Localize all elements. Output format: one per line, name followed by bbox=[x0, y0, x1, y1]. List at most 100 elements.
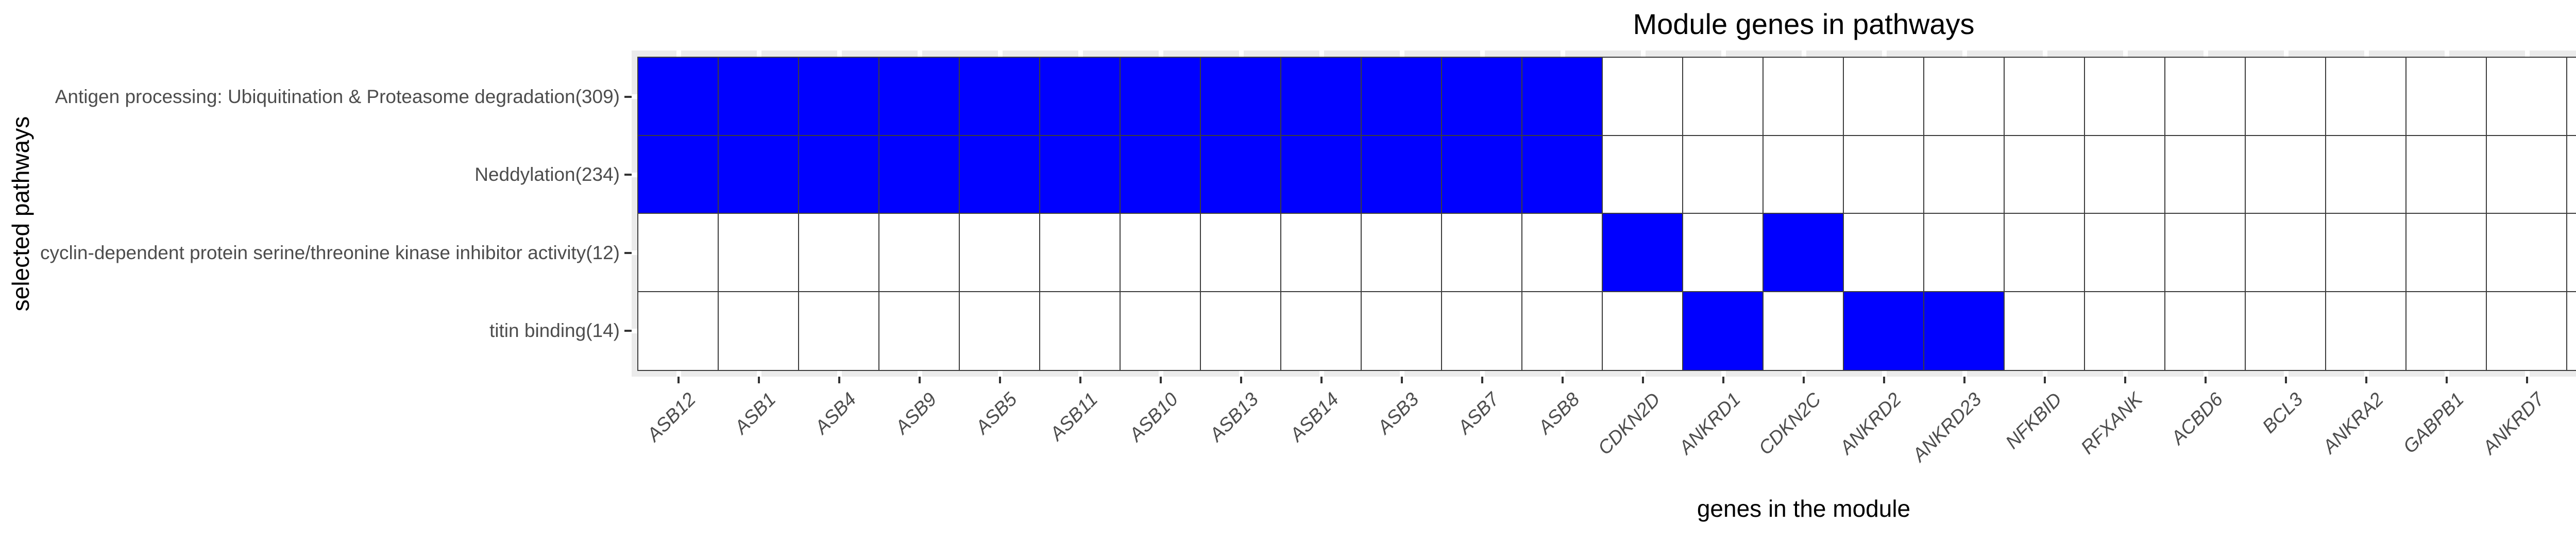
tile bbox=[2567, 214, 2576, 292]
tile bbox=[960, 136, 1040, 214]
tile bbox=[1442, 58, 1522, 136]
x-tick-label: ASB11 bbox=[1045, 388, 1101, 445]
chart-title: Module genes in pathways bbox=[1633, 8, 1975, 40]
tile bbox=[1844, 214, 1924, 292]
tile bbox=[2165, 292, 2246, 370]
tile bbox=[2406, 292, 2487, 370]
x-tick-mark bbox=[919, 377, 921, 383]
x-tick-label: ASB13 bbox=[1205, 388, 1262, 446]
x-tick-label: ASB12 bbox=[642, 388, 700, 446]
tile bbox=[638, 214, 719, 292]
tile bbox=[2487, 292, 2567, 370]
x-tick-mark bbox=[1481, 377, 1483, 383]
x-tick-mark bbox=[1722, 377, 1724, 383]
tile bbox=[719, 58, 799, 136]
tile bbox=[1201, 292, 1281, 370]
y-tick-label: cyclin-dependent protein serine/threonin… bbox=[40, 242, 620, 263]
tile bbox=[1121, 58, 1201, 136]
y-tick-mark bbox=[624, 174, 632, 176]
tile bbox=[1522, 214, 1603, 292]
tile bbox=[1442, 292, 1522, 370]
tile bbox=[2567, 136, 2576, 214]
x-tick-mark bbox=[2205, 377, 2207, 383]
tile bbox=[2326, 214, 2406, 292]
tile bbox=[879, 292, 960, 370]
x-tick-mark bbox=[2526, 377, 2528, 383]
tile bbox=[1281, 58, 1362, 136]
tile bbox=[2326, 292, 2406, 370]
tile bbox=[879, 136, 960, 214]
x-tick-label: GABPB1 bbox=[2399, 388, 2468, 458]
tile bbox=[1844, 58, 1924, 136]
tile bbox=[2005, 214, 2085, 292]
tile bbox=[1683, 136, 1764, 214]
tile bbox=[1844, 292, 1924, 370]
x-tick-mark bbox=[1562, 377, 1564, 383]
tile bbox=[2246, 136, 2326, 214]
tile bbox=[1764, 136, 1844, 214]
tile bbox=[1924, 58, 2005, 136]
tile bbox=[2165, 214, 2246, 292]
tile bbox=[2567, 292, 2576, 370]
x-tick-label: ANKRD2 bbox=[1835, 388, 1905, 459]
tile bbox=[2406, 214, 2487, 292]
tile bbox=[1201, 214, 1281, 292]
x-tick-mark bbox=[1160, 377, 1162, 383]
tile bbox=[1924, 136, 2005, 214]
tile bbox=[2567, 58, 2576, 136]
tile bbox=[1362, 58, 1442, 136]
x-tick-label: ASB1 bbox=[731, 388, 780, 438]
tile bbox=[2165, 58, 2246, 136]
tile bbox=[2005, 136, 2085, 214]
tile bbox=[799, 136, 879, 214]
tile bbox=[2085, 136, 2165, 214]
tile bbox=[2326, 136, 2406, 214]
tile bbox=[1281, 214, 1362, 292]
tile bbox=[2487, 58, 2567, 136]
tile bbox=[1683, 292, 1764, 370]
tile bbox=[799, 58, 879, 136]
tile bbox=[1764, 292, 1844, 370]
tile bbox=[2085, 292, 2165, 370]
tile bbox=[1362, 292, 1442, 370]
tile bbox=[1522, 136, 1603, 214]
tile bbox=[1603, 292, 1683, 370]
x-tick-mark bbox=[838, 377, 840, 383]
y-axis-title: selected pathways bbox=[7, 116, 34, 312]
x-tick-mark bbox=[999, 377, 1001, 383]
x-tick-mark bbox=[758, 377, 760, 383]
tile bbox=[879, 214, 960, 292]
tile bbox=[1281, 292, 1362, 370]
tile bbox=[1281, 136, 1362, 214]
tile bbox=[1121, 136, 1201, 214]
x-tick-label: ANKRA2 bbox=[2318, 388, 2387, 458]
x-tick-label: ASB14 bbox=[1285, 388, 1343, 446]
tile bbox=[1603, 136, 1683, 214]
x-tick-label: ASB5 bbox=[972, 388, 1021, 438]
x-tick-mark bbox=[1240, 377, 1242, 383]
x-tick-mark bbox=[2124, 377, 2126, 383]
tile bbox=[1924, 214, 2005, 292]
tile bbox=[1764, 58, 1844, 136]
x-tick-mark bbox=[2044, 377, 2046, 383]
tile bbox=[1924, 292, 2005, 370]
y-tick-label: Neddylation(234) bbox=[474, 164, 620, 185]
tile bbox=[719, 214, 799, 292]
x-tick-mark bbox=[2365, 377, 2367, 383]
tile bbox=[799, 214, 879, 292]
x-tick-mark bbox=[2285, 377, 2287, 383]
tile bbox=[2246, 58, 2326, 136]
tile bbox=[1040, 58, 1121, 136]
tile bbox=[1522, 292, 1603, 370]
tile bbox=[719, 292, 799, 370]
x-tick-label: ANKRD7 bbox=[2478, 388, 2548, 459]
x-tick-label: ACBD6 bbox=[2166, 388, 2227, 449]
tile bbox=[1362, 214, 1442, 292]
tile bbox=[960, 292, 1040, 370]
tile bbox=[1603, 214, 1683, 292]
x-tick-mark bbox=[1642, 377, 1644, 383]
x-tick-mark bbox=[1401, 377, 1403, 383]
x-tick-label: ASB9 bbox=[891, 388, 941, 438]
tile bbox=[1442, 136, 1522, 214]
tile bbox=[960, 214, 1040, 292]
